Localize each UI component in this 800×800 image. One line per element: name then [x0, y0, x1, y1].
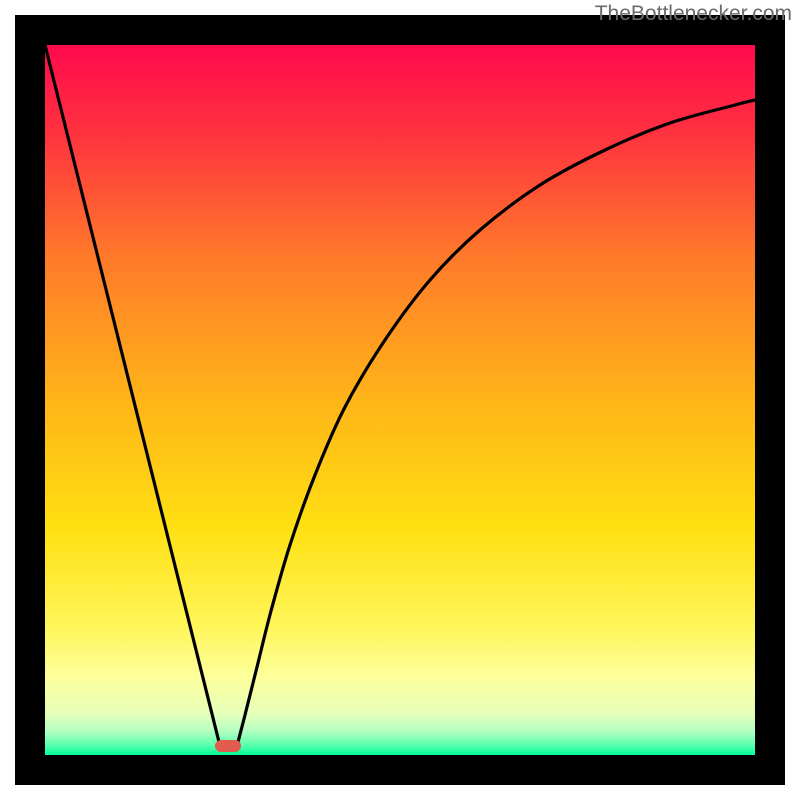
- plot-area: [45, 45, 755, 755]
- chart-container: TheBottlenecker.com: [0, 0, 800, 800]
- minimum-marker: [215, 740, 241, 752]
- watermark-text: TheBottlenecker.com: [595, 2, 792, 26]
- curve-layer: [45, 45, 755, 755]
